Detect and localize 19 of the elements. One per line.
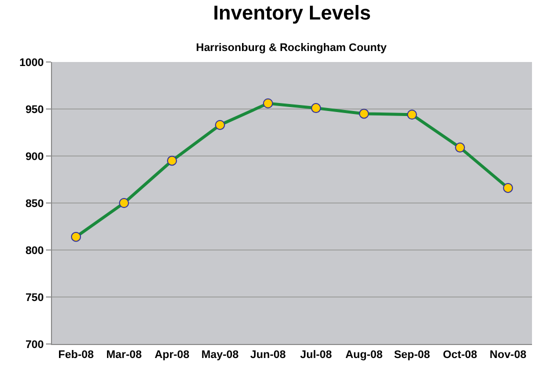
y-tick-label: 950	[25, 104, 44, 116]
y-tick-label: 800	[25, 244, 44, 257]
x-tick-label: Aug-08	[345, 349, 383, 362]
x-tick-label: Jun-08	[250, 349, 286, 362]
x-tick-label: Oct-08	[442, 349, 478, 362]
x-tick-label: Jul-08	[300, 349, 332, 362]
chart-subtitle: Harrisonburg & Rockingham County	[196, 42, 388, 54]
y-tick-label: 850	[25, 198, 44, 210]
chart-title: Inventory Levels	[213, 2, 371, 25]
x-tick-label: Nov-08	[490, 349, 526, 362]
x-tick-label: Feb-08	[58, 349, 94, 362]
x-tick-label: Sep-08	[394, 349, 430, 362]
y-tick-label: 700	[25, 338, 44, 351]
x-tick-label: Apr-08	[154, 349, 190, 362]
x-tick-label: Mar-08	[106, 349, 142, 362]
x-tick-label: May-08	[201, 349, 239, 362]
y-tick-label: 750	[25, 292, 44, 304]
y-tick-label: 1000	[19, 56, 44, 69]
y-tick-label: 900	[25, 150, 44, 163]
